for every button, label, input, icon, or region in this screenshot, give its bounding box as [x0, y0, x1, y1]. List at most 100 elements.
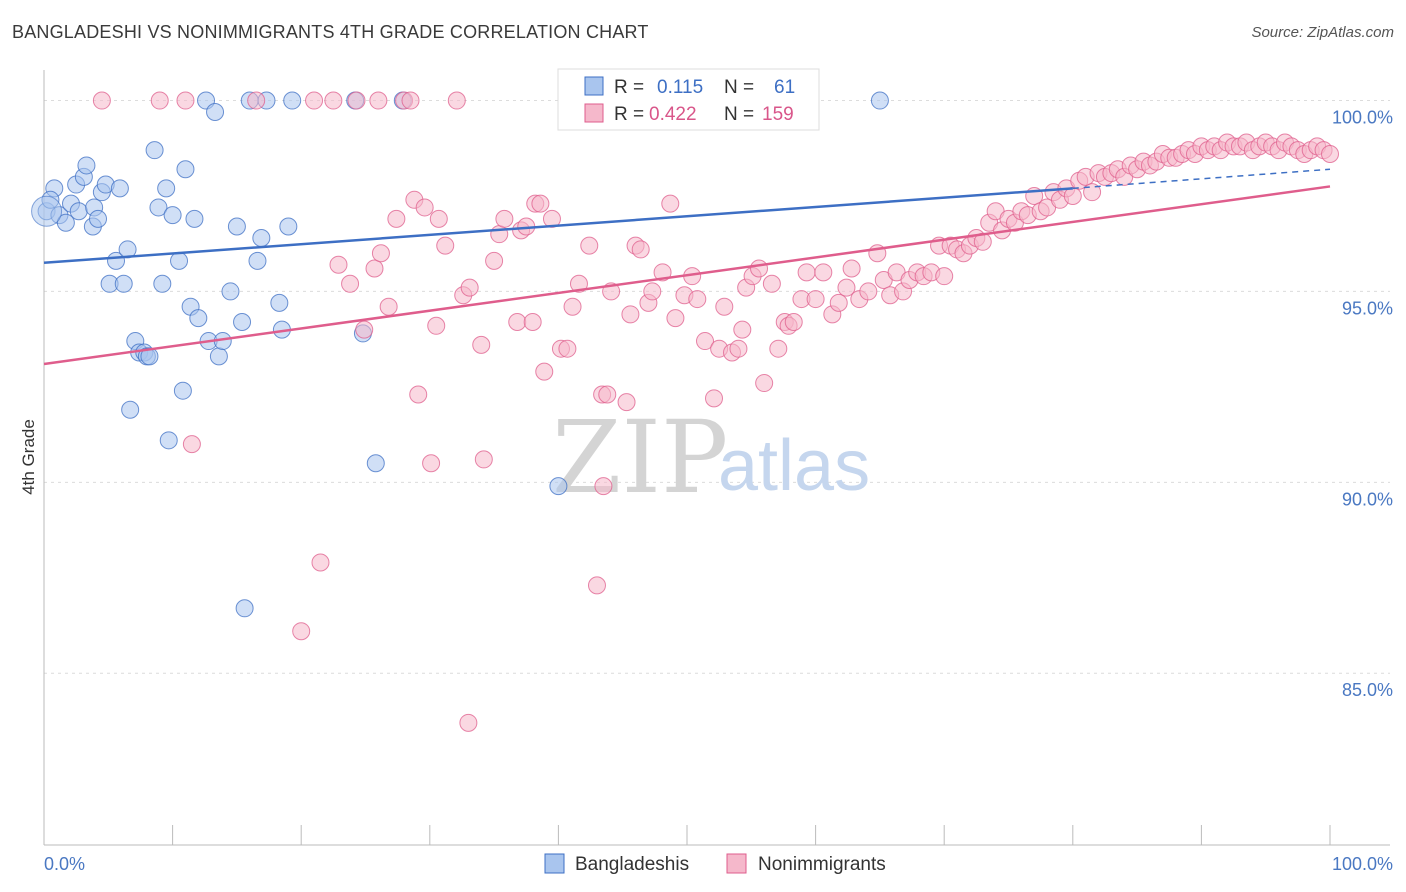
nonimmigrants-point-55: [666, 309, 685, 328]
legend-blue-n-value: 61: [774, 77, 795, 98]
bangladeshis-point-31: [163, 206, 182, 225]
nonimmigrants-point-64: [729, 339, 748, 358]
nonimmigrants-point-29: [485, 251, 504, 270]
nonimmigrants-point-53: [653, 263, 672, 282]
nonimmigrants-point-84: [859, 282, 878, 301]
nonimmigrants-point-81: [837, 278, 856, 297]
bangladeshis-point-32: [170, 251, 189, 270]
nonimmigrants-point-115: [1063, 186, 1082, 205]
bangladeshis-point-20: [121, 400, 140, 419]
bangladeshis-point-29: [157, 179, 176, 198]
nonimmigrants-point-48: [621, 305, 640, 324]
bangladeshis-point-37: [189, 309, 208, 328]
nonimmigrants-point-47: [617, 393, 636, 412]
bottom-legend-blue-swatch: [544, 853, 565, 874]
nonimmigrants-point-156: [292, 622, 311, 641]
nonimmigrants-point-162: [523, 312, 542, 331]
bangladeshis-point-30: [159, 431, 178, 450]
nonimmigrants-point-2: [176, 91, 195, 110]
nonimmigrants-point-38: [542, 209, 561, 228]
nonimmigrants-point-42: [569, 274, 588, 293]
nonimmigrants-point-3: [182, 435, 201, 454]
bangladeshis-point-44: [227, 217, 246, 236]
nonimmigrants-point-24: [447, 91, 466, 110]
nonimmigrants-point-45: [598, 385, 617, 404]
nonimmigrants-point-95: [935, 267, 954, 286]
bangladeshis-point-27: [149, 198, 168, 217]
y-tick-label-0: 100.0%: [1332, 108, 1393, 128]
y-tick-label-1: 95.0%: [1342, 298, 1393, 318]
nonimmigrants-point-157: [311, 553, 330, 572]
nonimmigrants-point-15: [387, 209, 406, 228]
bangladeshis-point-36: [185, 209, 204, 228]
bangladeshis-point-34: [176, 160, 195, 179]
x-tick-labels: 0.0% 100.0%: [44, 854, 1393, 874]
chart-source: Source: ZipAtlas.com: [1251, 24, 1394, 41]
nonimmigrants-point-43: [580, 236, 599, 255]
nonimmigrants-point-65: [733, 320, 752, 339]
y-tick-label-3: 85.0%: [1342, 680, 1393, 700]
nonimmigrants-point-69: [755, 374, 774, 393]
y-tick-label-2: 90.0%: [1342, 489, 1393, 509]
bangladeshis-point-48: [248, 251, 267, 270]
nonimmigrants-point-7: [329, 255, 348, 274]
legend-pink-n-label: N =: [724, 104, 754, 125]
nonimmigrants-point-155: [1321, 144, 1339, 163]
bangladeshis-point-4: [56, 213, 75, 232]
trend-lines: [43, 168, 1331, 366]
legend-pink-r-label: R =: [614, 104, 644, 125]
bottom-legend-blue-label: Bangladeshis: [575, 854, 689, 875]
nonimmigrants-point-27: [472, 335, 491, 354]
nonimmigrants-point-76: [797, 263, 816, 282]
nonimmigrants-point-23: [436, 236, 455, 255]
nonimmigrants-point-22: [429, 209, 448, 228]
nonimmigrants-point-159: [587, 576, 606, 595]
bangladeshis-point-53: [279, 217, 298, 236]
bangladeshis-point-7: [69, 202, 88, 221]
bangladeshis-point-46: [235, 599, 254, 618]
bangladeshis-point-40: [206, 102, 225, 121]
y-axis-label: 4th Grade: [19, 419, 38, 495]
bangladeshis-points: [31, 91, 889, 618]
nonimmigrants-point-1: [150, 91, 169, 110]
nonimmigrants-point-62: [715, 297, 734, 316]
bangladeshis-point-large: [31, 195, 63, 227]
legend-blue-swatch: [584, 76, 604, 96]
nonimmigrants-point-80: [829, 293, 848, 312]
nonimmigrants-point-40: [558, 339, 577, 358]
nonimmigrants-point-161: [427, 316, 446, 335]
watermark-zip: ZIP: [552, 399, 728, 516]
nonimmigrants-point-74: [784, 312, 803, 331]
bangladeshis-point-51: [270, 293, 289, 312]
bangladeshis-trend-extension: [1072, 168, 1331, 190]
grid-lines: [44, 100, 1390, 674]
bangladeshis-trend-line: [43, 187, 1073, 265]
nonimmigrants-point-60: [705, 389, 724, 408]
nonimmigrants-point-160: [594, 477, 613, 496]
nonimmigrants-point-37: [535, 362, 554, 381]
bangladeshis-point-12: [89, 209, 108, 228]
legend-pink-n-value: 159: [762, 104, 794, 125]
nonimmigrants-point-158: [459, 713, 478, 732]
watermark-atlas: atlas: [718, 426, 870, 506]
bangladeshis-point-57: [366, 454, 385, 473]
nonimmigrants-point-8: [341, 274, 360, 293]
nonimmigrants-point-59: [696, 332, 715, 351]
legend-blue-n-label: N =: [724, 77, 754, 98]
bangladeshis-point-41: [209, 347, 228, 366]
bangladeshis-point-18: [114, 274, 133, 293]
bottom-legend: Bangladeshis Nonimmigrants: [544, 853, 886, 875]
nonimmigrants-point-11: [365, 259, 384, 278]
nonimmigrants-point-50: [631, 240, 650, 259]
legend-blue-r-value: 0.115: [657, 77, 703, 98]
nonimmigrants-point-52: [643, 282, 662, 301]
nonimmigrants-point-17: [401, 91, 420, 110]
nonimmigrants-points: [92, 91, 1339, 732]
y-tick-labels: 100.0% 95.0% 90.0% 85.0%: [1332, 108, 1393, 701]
nonimmigrants-point-26: [460, 278, 479, 297]
nonimmigrants-point-58: [688, 290, 707, 309]
nonimmigrants-point-20: [415, 198, 434, 217]
nonimmigrants-point-28: [474, 450, 493, 469]
bangladeshis-point-9: [77, 156, 96, 175]
legend-blue-r-label: R =: [614, 77, 644, 98]
